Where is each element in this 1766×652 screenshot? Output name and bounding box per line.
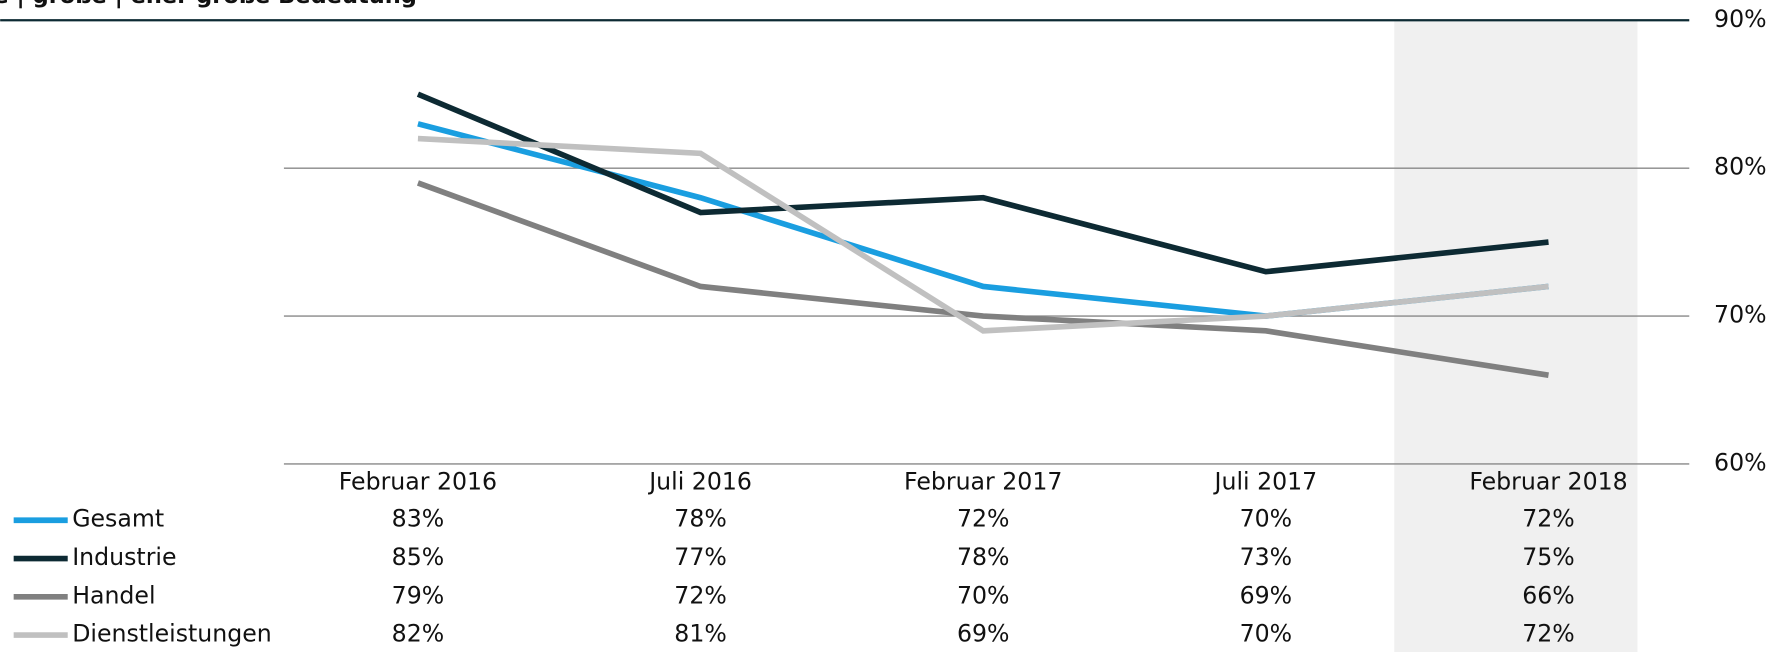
value-label: 70%	[957, 581, 1010, 609]
y-tick-label: 70%	[1714, 301, 1766, 329]
y-tick-label: 90%	[1714, 5, 1766, 33]
x-tick-label: Februar 2018	[1469, 468, 1627, 496]
value-label: 70%	[1240, 505, 1293, 533]
value-label: 83%	[392, 505, 445, 533]
y-tick-label: 60%	[1714, 448, 1766, 476]
value-label: 78%	[957, 543, 1010, 571]
series-line	[417, 135, 1549, 334]
value-label: 72%	[957, 505, 1010, 533]
value-label: 70%	[1240, 620, 1293, 648]
value-label: 73%	[1240, 543, 1293, 571]
legend-label: Gesamt	[72, 505, 164, 533]
y-tick-label: 80%	[1714, 153, 1766, 181]
legend-label: Handel	[72, 581, 155, 609]
legend-label: Dienstleistungen	[72, 620, 272, 648]
value-label: 72%	[1522, 620, 1575, 648]
x-tick-label: Juli 2017	[1213, 468, 1318, 496]
x-tick-label: Juli 2016	[647, 468, 752, 496]
value-label: 78%	[674, 505, 727, 533]
value-label: 79%	[392, 581, 445, 609]
highlight-band	[1394, 20, 1638, 652]
legend-label: Industrie	[72, 543, 176, 571]
value-label: 69%	[1240, 581, 1293, 609]
chart-title: e | große | eher große Bedeutung	[0, 0, 417, 9]
x-tick-label: Februar 2017	[904, 468, 1062, 496]
value-label: 75%	[1522, 543, 1575, 571]
value-label: 81%	[674, 620, 727, 648]
value-label: 72%	[1522, 505, 1575, 533]
value-label: 85%	[392, 543, 445, 571]
series-line	[417, 121, 1549, 319]
value-label: 82%	[392, 620, 445, 648]
value-label: 66%	[1522, 581, 1575, 609]
series-line	[416, 91, 1549, 275]
series-line	[416, 180, 1549, 378]
value-label: 72%	[674, 581, 727, 609]
x-tick-label: Februar 2016	[339, 468, 497, 496]
value-label: 69%	[957, 620, 1010, 648]
value-label: 77%	[674, 543, 727, 571]
